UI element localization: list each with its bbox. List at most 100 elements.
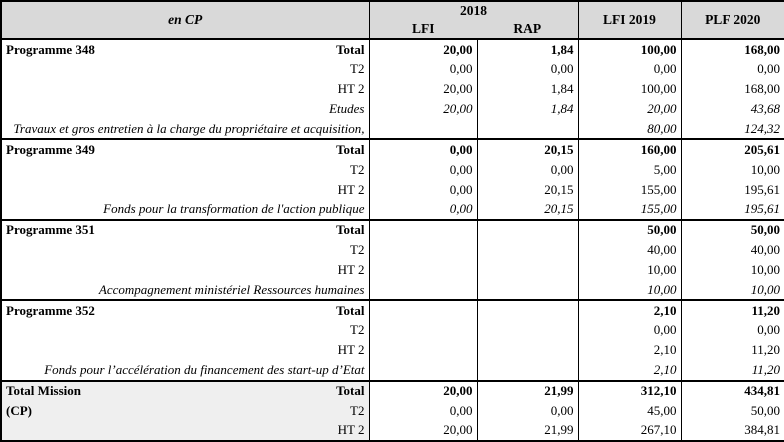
- table-body: Programme 348 Total 20,00 1,84 100,00 168,00 T…: [0, 37, 784, 441]
- value-cell: 0,00: [680, 320, 784, 341]
- value-cell: 80,00: [577, 119, 682, 140]
- value-cell: 10,00: [680, 280, 784, 301]
- table-header: en CP 2018 LFI 2019 PLF 2020 LFI RAP: [0, 1, 784, 39]
- value-cell: 11,20: [680, 299, 784, 321]
- value-cell: 20,00: [368, 99, 478, 120]
- value-cell: 0,00: [368, 138, 478, 160]
- row-label-cell: Programme 352 Total: [0, 299, 370, 321]
- value-cell: 0,00: [368, 179, 478, 200]
- table-row: Etudes 20,00 1,84 20,00 43,68: [0, 99, 784, 120]
- row-type-label: Accompagnement ministériel Ressources hu…: [98, 281, 365, 297]
- table-row: (CP) T2 0,00 0,00 45,00 50,00: [0, 400, 784, 421]
- value-cell: 50,00: [680, 218, 784, 240]
- value-cell: 384,81: [680, 420, 784, 441]
- row-label-cell: Total Mission Total: [0, 379, 370, 401]
- table-row: T2 0,00 0,00 5,00 10,00: [0, 159, 784, 180]
- row-label-flex: Programme 351 Total: [6, 222, 365, 238]
- value-cell: [476, 360, 579, 381]
- table-row: Travaux et gros entretien à la charge du…: [0, 119, 784, 140]
- value-cell: 0,00: [368, 159, 478, 180]
- program-name: (CP): [6, 402, 32, 418]
- row-label-cell: Fonds pour la transformation de l'action…: [0, 199, 370, 220]
- value-cell: 0,00: [680, 59, 784, 80]
- value-cell: [476, 218, 579, 240]
- value-cell: 20,15: [476, 179, 579, 200]
- row-label-flex: T2: [6, 242, 364, 258]
- row-label-flex: Total Mission Total: [6, 383, 365, 399]
- value-cell: 20,00: [577, 99, 682, 120]
- value-cell: 2,10: [577, 340, 682, 361]
- table-row: Programme 351 Total 50,00 50,00: [0, 218, 784, 240]
- table-row: Programme 349 Total 0,00 20,15 160,00 205,61: [0, 138, 784, 160]
- table-row: Fonds pour la transformation de l'action…: [0, 199, 784, 220]
- year-2018-header: 2018: [368, 1, 579, 20]
- value-cell: 1,84: [476, 37, 579, 60]
- program-name: Programme 352: [6, 302, 95, 318]
- row-label-flex: Travaux et gros entretien à la charge du…: [6, 121, 364, 137]
- row-label-cell: Programme 349 Total: [0, 138, 370, 160]
- value-cell: 20,15: [476, 199, 579, 220]
- row-label-flex: HT 2: [6, 262, 365, 278]
- value-cell: 10,00: [680, 159, 784, 180]
- row-type-label: HT 2: [337, 422, 365, 438]
- row-label-cell: HT 2: [0, 340, 370, 361]
- value-cell: [476, 320, 579, 341]
- value-cell: 11,20: [680, 360, 784, 381]
- program-name: Programme 349: [6, 142, 95, 158]
- value-cell: 20,15: [476, 138, 579, 160]
- row-type-label: Etudes: [329, 101, 365, 117]
- program-name: Programme 351: [6, 222, 95, 238]
- row-type-label: Total: [336, 302, 365, 318]
- row-label-cell: Accompagnement ministériel Ressources hu…: [0, 280, 370, 301]
- row-type-label: Total: [336, 383, 365, 399]
- row-label-cell: HT 2: [0, 179, 370, 200]
- plf-2020-header: PLF 2020: [680, 1, 784, 39]
- value-cell: 40,00: [577, 239, 682, 261]
- table-row: Programme 348 Total 20,00 1,84 100,00 168,00: [0, 37, 784, 60]
- value-cell: 0,00: [476, 59, 579, 80]
- program-name: Programme 348: [6, 41, 95, 57]
- value-cell: 155,00: [577, 199, 682, 220]
- program-name: Total Mission: [6, 383, 82, 399]
- value-cell: [476, 299, 579, 321]
- row-label-flex: T2: [6, 162, 364, 178]
- table-row: Accompagnement ministériel Ressources hu…: [0, 280, 784, 301]
- table-row: Total Mission Total 20,00 21,99 312,10 434,81: [0, 379, 784, 401]
- value-cell: [476, 340, 579, 361]
- value-cell: 50,00: [680, 400, 784, 421]
- row-type-label: Fonds pour l’accélération du financement…: [44, 362, 365, 378]
- value-cell: [368, 360, 478, 381]
- value-cell: [368, 320, 478, 341]
- row-label-cell: HT 2: [0, 260, 370, 281]
- table-row: HT 2 20,00 21,99 267,10 384,81: [0, 420, 784, 441]
- value-cell: 5,00: [577, 159, 682, 180]
- row-type-label: T2: [350, 402, 365, 418]
- value-cell: 168,00: [680, 79, 784, 100]
- table-row: Programme 352 Total 2,10 11,20: [0, 299, 784, 321]
- row-label-cell: (CP) T2: [0, 400, 370, 421]
- row-type-label: T2: [350, 61, 365, 77]
- value-cell: [476, 260, 579, 281]
- value-cell: 1,84: [476, 79, 579, 100]
- value-cell: 155,00: [577, 179, 682, 200]
- row-label-flex: Programme 349 Total: [6, 142, 365, 158]
- value-cell: 21,99: [476, 379, 579, 401]
- value-cell: 267,10: [577, 420, 682, 441]
- row-type-label: HT 2: [337, 81, 365, 97]
- unit-label-header: en CP: [0, 1, 370, 39]
- row-label-flex: HT 2: [6, 422, 365, 438]
- table-row: HT 2 10,00 10,00: [0, 260, 784, 281]
- value-cell: 160,00: [577, 138, 682, 160]
- value-cell: [368, 239, 478, 261]
- value-cell: 10,00: [577, 260, 682, 281]
- value-cell: 20,00: [368, 420, 478, 441]
- row-label-flex: Etudes: [6, 101, 365, 117]
- table-row: HT 2 2,10 11,20: [0, 340, 784, 361]
- row-label-cell: Programme 348 Total: [0, 37, 370, 60]
- value-cell: [476, 280, 579, 301]
- row-type-label: Total: [336, 41, 365, 57]
- value-cell: 20,00: [368, 379, 478, 401]
- value-cell: 21,99: [476, 420, 579, 441]
- value-cell: 100,00: [577, 37, 682, 60]
